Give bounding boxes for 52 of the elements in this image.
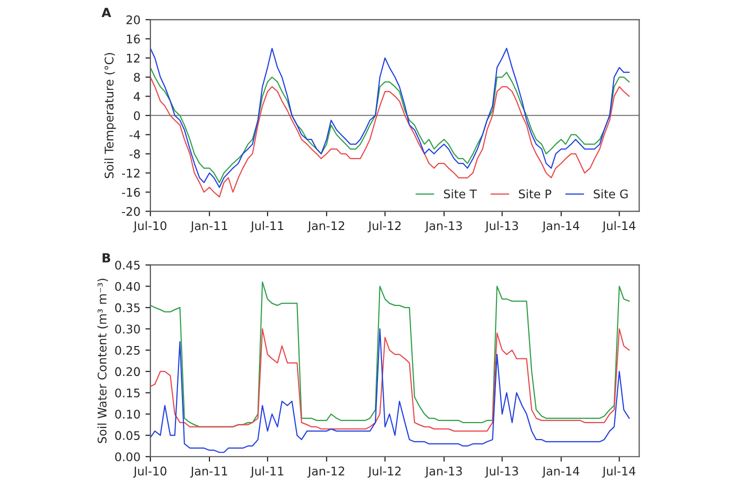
x-tick-label: Jan-12: [307, 466, 344, 478]
y-tick-label: 0.30: [115, 324, 140, 334]
y-tick-label: -20: [122, 207, 140, 216]
line-series: [150, 328, 630, 432]
line-series: [150, 76, 630, 198]
y-tick-label: 0: [134, 111, 140, 120]
y-tick-label: 4: [134, 92, 140, 101]
x-tick-label: Jan-13: [424, 221, 462, 232]
line-series: [150, 48, 630, 188]
y-tick-label: -12: [122, 168, 140, 178]
legend-label: Site G: [594, 189, 628, 198]
y-tick-label: 0.00: [115, 452, 140, 462]
x-tick-label: Jan-14: [542, 466, 580, 478]
line-series: [150, 328, 630, 453]
chart-title: A: [102, 8, 112, 18]
y-tick-label: 0.40: [115, 282, 140, 291]
legend-label: Site T: [444, 189, 477, 198]
x-tick-label: Jul-13: [484, 466, 518, 478]
y-tick-label: 0.05: [115, 431, 140, 440]
x-tick-label: Jul-12: [368, 466, 401, 478]
x-tick-label: Jul-13: [484, 221, 518, 232]
y-tick-label: -16: [122, 188, 140, 197]
y-tick-label: 20: [126, 15, 140, 24]
x-tick-label: Jan-12: [307, 221, 344, 232]
y-tick-label: -8: [129, 150, 140, 158]
y-tick-label: -4: [129, 130, 140, 140]
legend-label: Site P: [518, 189, 552, 198]
x-tick-label: Jan-11: [190, 221, 228, 232]
x-tick-label: Jan-14: [542, 221, 580, 232]
line-series: [150, 67, 630, 184]
x-tick-label: Jul-11: [250, 221, 284, 232]
x-tick-label: Jan-13: [424, 466, 462, 478]
y-tick-label: 0.20: [115, 367, 140, 376]
x-tick-label: Jan-11: [190, 466, 228, 478]
y-tick-label: 0.35: [115, 303, 140, 312]
x-tick-label: Jul-14: [602, 466, 636, 478]
x-tick-label: Jul-10: [133, 466, 166, 478]
x-tick-label: Jul-12: [368, 221, 401, 232]
x-tick-label: Jul-10: [133, 221, 166, 232]
y-tick-label: 16: [126, 34, 140, 44]
y-tick-label: 12: [126, 54, 140, 62]
y-axis-title: Soil Temperature (°C): [104, 53, 116, 178]
x-tick-label: Jul-11: [250, 466, 284, 478]
y-tick-label: 0.15: [115, 388, 140, 398]
y-tick-label: 0.45: [115, 260, 140, 270]
y-axis-title: Soil Water Content (m³ m⁻³): [97, 278, 108, 444]
x-tick-label: Jul-14: [602, 221, 636, 232]
line-series: [150, 281, 630, 428]
y-tick-label: 0.25: [115, 346, 140, 355]
chart-title: B: [102, 253, 110, 262]
y-tick-label: 0.10: [115, 410, 140, 419]
y-tick-label: 8: [134, 72, 140, 82]
